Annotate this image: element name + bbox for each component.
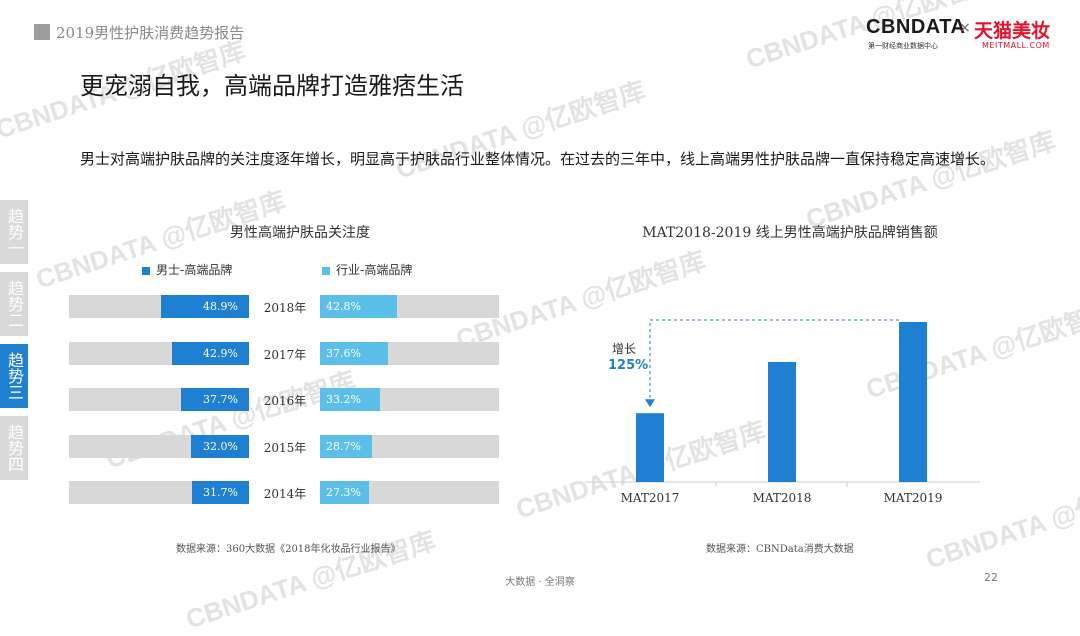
legend-label: 男士-高端品牌	[156, 263, 233, 277]
side-tab-label: 趋势一	[5, 208, 24, 256]
left-chart-title: 男性高端护肤品关注度	[230, 225, 370, 241]
report-title: 2019男性护肤消费趋势报告	[56, 24, 245, 42]
tmall-logo-sub: MEITMALL.COM	[982, 41, 1050, 50]
side-tab-label: 趋势二	[5, 280, 24, 328]
sales-bar	[899, 322, 927, 482]
tmall-logo: 天猫美妆	[974, 20, 1051, 42]
logo-separator: ×	[959, 20, 971, 36]
side-tab-trend-2[interactable]: 趋势二	[0, 272, 28, 336]
side-tab-trend-4[interactable]: 趋势四	[0, 416, 28, 480]
sales-bar	[636, 413, 664, 482]
right-chart-source: 数据来源：CBNData消费大数据	[706, 544, 854, 555]
side-tab-trend-1[interactable]: 趋势一	[0, 200, 28, 264]
footer-tagline: 大数据 · 全洞察	[505, 577, 575, 588]
growth-arrow	[649, 319, 899, 400]
legend-label: 行业-高端品牌	[336, 263, 413, 277]
page-heading: 更宠溺自我，高端品牌打造雅痞生活	[80, 72, 464, 100]
side-tab-trend-3[interactable]: 趋势三	[0, 344, 28, 408]
page-description: 男士对高端护肤品牌的关注度逐年增长，明显高于护肤品行业整体情况。在过去的三年中，…	[80, 150, 996, 168]
category-label: MAT2018	[753, 491, 812, 505]
growth-label: 增长	[612, 342, 637, 356]
sales-bar	[768, 362, 796, 482]
right-chart-title: MAT2018-2019 线上男性高端护肤品牌销售额	[642, 225, 938, 241]
sales-bar-chart: MAT2017 MAT2018 MAT2019	[585, 319, 980, 505]
growth-value: 125%	[608, 358, 649, 373]
brand-logo: CBNDATA 第一财经商业数据中心 × 天猫美妆 MEITMALL.COM	[866, 14, 1056, 54]
page-number: 22	[984, 571, 998, 584]
legend-item-male: 男士-高端品牌	[142, 261, 232, 278]
cbndata-logo-sub: 第一财经商业数据中心	[868, 42, 938, 50]
report-title-marker	[34, 24, 50, 40]
legend-item-industry: 行业-高端品牌	[322, 261, 412, 278]
growth-arrow-head	[645, 399, 655, 408]
cbndata-logo: CBNDATA	[866, 16, 966, 38]
category-label: MAT2019	[884, 491, 943, 505]
side-tab-label: 趋势四	[5, 424, 24, 472]
legend-swatch-male	[142, 266, 150, 275]
side-tab-label: 趋势三	[5, 352, 24, 400]
legend-swatch-industry	[322, 266, 330, 275]
category-label: MAT2017	[621, 491, 680, 505]
left-chart-source: 数据来源：360大数据《2018年化妆品行业报告》	[176, 544, 401, 555]
